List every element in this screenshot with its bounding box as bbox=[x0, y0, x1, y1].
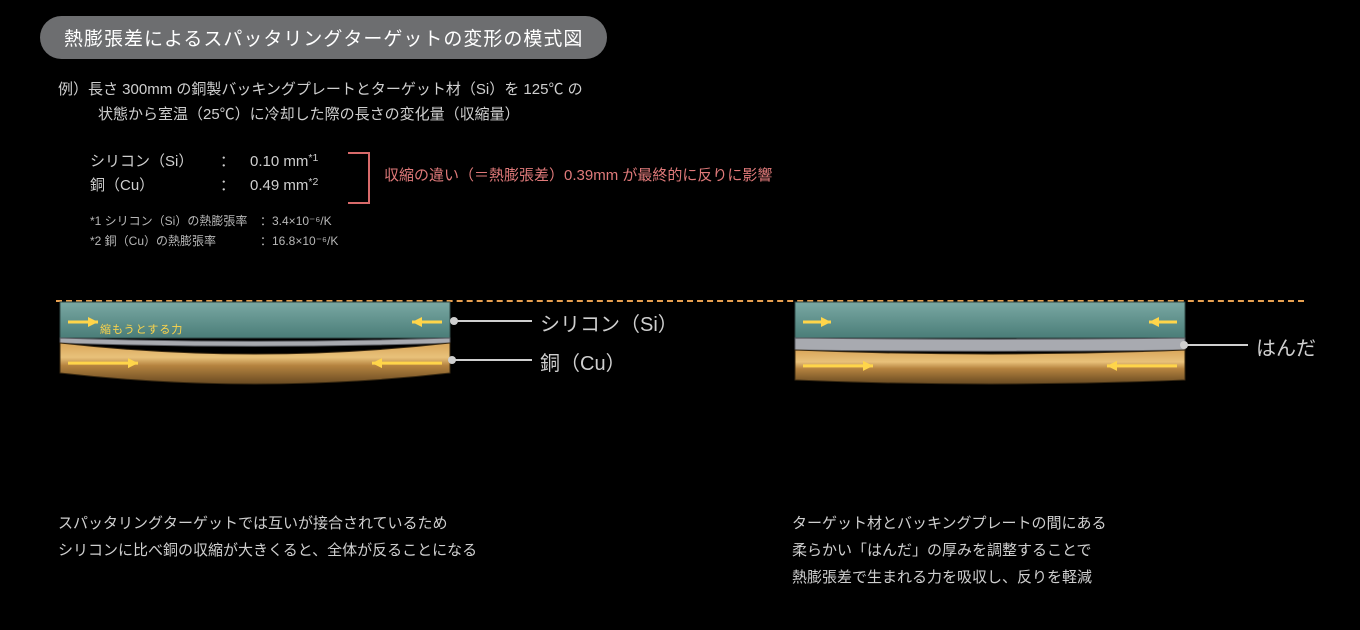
values-block: シリコン（Si） ： 0.10 mm*1 銅（Cu） ： 0.49 mm*2 bbox=[90, 150, 318, 198]
caption-right-l3: 熱膨張差で生まれる力を吸収し、反りを軽減 bbox=[792, 564, 1107, 591]
example-line1: 長さ 300mm の銅製バッキングプレートとターゲット材（Si）を 125℃ の bbox=[88, 81, 583, 98]
callout-solder: はんだ bbox=[1256, 332, 1316, 361]
callout-line-si bbox=[454, 320, 532, 322]
title-pill: 熱膨張差によるスパッタリングターゲットの変形の模式図 bbox=[40, 16, 607, 59]
example-text: 例）長さ 300mm の銅製バッキングプレートとターゲット材（Si）を 125℃… bbox=[58, 78, 583, 128]
caption-left-l2: シリコンに比べ銅の収縮が大きくると、全体が反ることになる bbox=[58, 537, 477, 564]
footnotes: *1 シリコン（Si）の熱膨張率 ：3.4×10⁻⁶/K *2 銅（Cu）の熱膨… bbox=[90, 212, 338, 252]
caption-right: ターゲット材とバッキングプレートの間にある 柔らかい「はんだ」の厚みを調整するこ… bbox=[792, 510, 1107, 591]
footnote2-label: *2 銅（Cu）の熱膨張率 bbox=[90, 232, 260, 252]
footnote2-value: ：16.8×10⁻⁶/K bbox=[260, 232, 338, 252]
callout-line-cu bbox=[452, 359, 532, 361]
si-value: 0.10 mm bbox=[250, 150, 308, 174]
cu-sup: *2 bbox=[308, 174, 318, 198]
footnote1-value: ：3.4×10⁻⁶/K bbox=[260, 212, 332, 232]
caption-left: スパッタリングターゲットでは互いが接合されているため シリコンに比べ銅の収縮が大… bbox=[58, 510, 477, 564]
diagram-area: 縮もうとする力 bbox=[0, 295, 1360, 475]
cu-label: 銅（Cu） bbox=[90, 174, 220, 198]
callout-si: シリコン（Si） bbox=[540, 308, 678, 337]
colon: ： bbox=[220, 174, 250, 198]
callout-cu: 銅（Cu） bbox=[540, 347, 626, 376]
caption-right-l2: 柔らかい「はんだ」の厚みを調整することで bbox=[792, 537, 1107, 564]
si-label: シリコン（Si） bbox=[90, 150, 220, 174]
si-sup: *1 bbox=[308, 150, 318, 174]
caption-right-l1: ターゲット材とバッキングプレートの間にある bbox=[792, 510, 1107, 537]
cu-value: 0.49 mm bbox=[250, 174, 308, 198]
diagram-svg bbox=[0, 295, 1360, 475]
example-line2: 状態から室温（25℃）に冷却した際の長さの変化量（収縮量） bbox=[58, 103, 583, 128]
callout-line-solder bbox=[1184, 344, 1248, 346]
caption-left-l1: スパッタリングターゲットでは互いが接合されているため bbox=[58, 510, 477, 537]
force-label: 縮もうとする力 bbox=[100, 321, 183, 337]
footnote1-label: *1 シリコン（Si）の熱膨張率 bbox=[90, 212, 260, 232]
bracket bbox=[348, 152, 370, 204]
example-prefix: 例） bbox=[58, 81, 88, 98]
colon: ： bbox=[220, 150, 250, 174]
red-note: 収縮の違い（＝熱膨張差）0.39mm が最終的に反りに影響 bbox=[384, 164, 772, 185]
